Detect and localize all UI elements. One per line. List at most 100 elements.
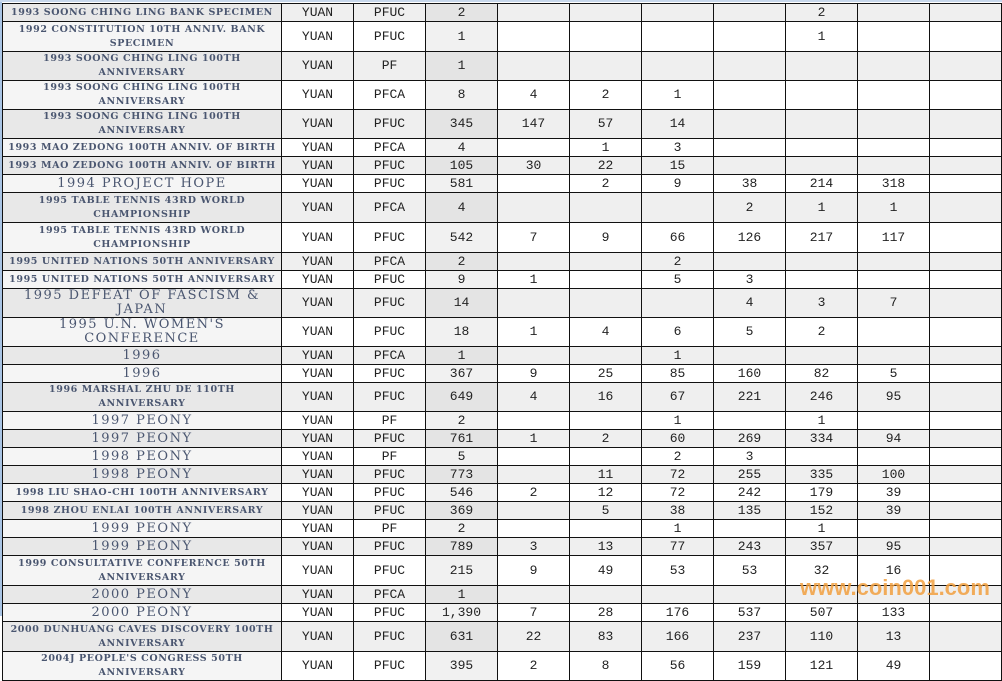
coin-name-cell: 1993 SOONG CHING LING 100TH ANNIVERSARY bbox=[2, 80, 282, 110]
grade-count-cell: 1 bbox=[569, 138, 642, 157]
grade-count-cell: 2 bbox=[713, 192, 786, 223]
grade-count-cell bbox=[641, 51, 714, 81]
coin-name-cell: 2000 PEONY bbox=[2, 585, 282, 604]
grade-count-cell bbox=[929, 288, 1002, 318]
grade-cell: PFCA bbox=[353, 252, 426, 271]
grade-count-cell bbox=[497, 3, 570, 22]
grade-count-cell: 1 bbox=[641, 519, 714, 538]
grade-count-cell bbox=[785, 585, 858, 604]
grade-count-cell bbox=[569, 21, 642, 52]
grade-count-cell bbox=[713, 252, 786, 271]
grade-count-cell: 1 bbox=[641, 346, 714, 365]
table-row: 1999 PEONY YUAN PF 2 1 1 bbox=[2, 519, 1002, 538]
grade-count-cell: 269 bbox=[713, 429, 786, 448]
total-cell: 5 bbox=[425, 447, 498, 466]
grade-count-cell bbox=[929, 252, 1002, 271]
grade-count-cell bbox=[713, 80, 786, 110]
grade-cell: PF bbox=[353, 447, 426, 466]
grade-count-cell: 15 bbox=[641, 156, 714, 175]
grade-count-cell: 82 bbox=[785, 364, 858, 383]
grade-count-cell bbox=[785, 270, 858, 289]
table-row: 1993 SOONG CHING LING 100TH ANNIVERSARY Y… bbox=[2, 80, 1002, 110]
grade-count-cell: 22 bbox=[569, 156, 642, 175]
grade-count-cell: 49 bbox=[857, 651, 930, 681]
grade-count-cell: 1 bbox=[857, 192, 930, 223]
grade-count-cell: 1 bbox=[641, 80, 714, 110]
total-cell: 1 bbox=[425, 21, 498, 52]
grade-count-cell bbox=[569, 346, 642, 365]
table-row: 1997 PEONY YUAN PF 2 1 1 bbox=[2, 411, 1002, 430]
grade-count-cell: 2 bbox=[569, 80, 642, 110]
grade-count-cell bbox=[929, 465, 1002, 484]
grade-count-cell: 11 bbox=[569, 465, 642, 484]
grade-count-cell bbox=[641, 288, 714, 318]
denomination-cell: YUAN bbox=[281, 501, 354, 520]
grade-count-cell bbox=[497, 21, 570, 52]
grade-count-cell: 5 bbox=[569, 501, 642, 520]
total-cell: 18 bbox=[425, 317, 498, 347]
grade-count-cell bbox=[569, 447, 642, 466]
grade-count-cell bbox=[929, 429, 1002, 448]
table-row: 1999 PEONY YUAN PFUC 789 3 13 77 243 357 95 bbox=[2, 537, 1002, 556]
grade-count-cell: 2 bbox=[497, 651, 570, 681]
grade-count-cell: 13 bbox=[857, 621, 930, 652]
grade-count-cell: 4 bbox=[497, 382, 570, 412]
grade-cell: PFCA bbox=[353, 192, 426, 223]
grade-count-cell bbox=[929, 3, 1002, 22]
grade-count-cell: 72 bbox=[641, 483, 714, 502]
total-cell: 2 bbox=[425, 3, 498, 22]
table-row: 2000 PEONY YUAN PFCA 1 bbox=[2, 585, 1002, 604]
grade-count-cell bbox=[785, 80, 858, 110]
denomination-cell: YUAN bbox=[281, 519, 354, 538]
grade-count-cell: 126 bbox=[713, 222, 786, 253]
grade-count-cell bbox=[713, 519, 786, 538]
grade-cell: PFUC bbox=[353, 501, 426, 520]
grade-cell: PFCA bbox=[353, 585, 426, 604]
grade-count-cell: 38 bbox=[713, 174, 786, 193]
grade-count-cell: 9 bbox=[641, 174, 714, 193]
grade-count-cell: 121 bbox=[785, 651, 858, 681]
total-cell: 8 bbox=[425, 80, 498, 110]
grade-count-cell bbox=[641, 192, 714, 223]
grade-count-cell: 507 bbox=[785, 603, 858, 622]
denomination-cell: YUAN bbox=[281, 270, 354, 289]
grade-count-cell: 13 bbox=[569, 537, 642, 556]
grade-count-cell: 83 bbox=[569, 621, 642, 652]
grade-count-cell: 5 bbox=[713, 317, 786, 347]
table-row: 2000 PEONY YUAN PFUC 1,390 7 28 176 537 507 133 bbox=[2, 603, 1002, 622]
table-row: 1995 TABLE TENNIS 43RD WORLD CHAMPIONSHI… bbox=[2, 222, 1002, 253]
grade-count-cell: 242 bbox=[713, 483, 786, 502]
grade-count-cell bbox=[641, 3, 714, 22]
grade-count-cell: 60 bbox=[641, 429, 714, 448]
table-row: 1995 UNITED NATIONS 50TH ANNIVERSARY YUAN… bbox=[2, 252, 1002, 271]
grade-count-cell bbox=[929, 651, 1002, 681]
table-row: 1992 CONSTITUTION 10TH ANNIV. BANK SPECI… bbox=[2, 21, 1002, 52]
grade-count-cell bbox=[857, 51, 930, 81]
grade-count-cell bbox=[497, 346, 570, 365]
coin-name-cell: 1996 bbox=[2, 346, 282, 365]
grade-count-cell: 2 bbox=[569, 429, 642, 448]
grade-count-cell: 237 bbox=[713, 621, 786, 652]
coin-name-cell: 1993 MAO ZEDONG 100TH ANNIV. OF BIRTH bbox=[2, 156, 282, 175]
grade-count-cell: 179 bbox=[785, 483, 858, 502]
denomination-cell: YUAN bbox=[281, 429, 354, 448]
grade-count-cell: 5 bbox=[641, 270, 714, 289]
grade-count-cell: 255 bbox=[713, 465, 786, 484]
grade-count-cell bbox=[569, 288, 642, 318]
grade-count-cell: 2 bbox=[569, 174, 642, 193]
top-border bbox=[0, 0, 1002, 2]
grade-count-cell: 214 bbox=[785, 174, 858, 193]
grade-count-cell: 217 bbox=[785, 222, 858, 253]
denomination-cell: YUAN bbox=[281, 109, 354, 139]
grade-count-cell: 537 bbox=[713, 603, 786, 622]
table-row: 1994 PROJECT HOPE YUAN PFUC 581 2 9 38 214 318 bbox=[2, 174, 1002, 193]
grade-cell: PFUC bbox=[353, 603, 426, 622]
coin-name-cell: 1998 ZHOU ENLAI 100TH ANNIVERSARY bbox=[2, 501, 282, 520]
grade-count-cell: 94 bbox=[857, 429, 930, 448]
total-cell: 105 bbox=[425, 156, 498, 175]
coin-name-cell: 1998 PEONY bbox=[2, 447, 282, 466]
grade-count-cell: 8 bbox=[569, 651, 642, 681]
coin-name-cell: 1993 SOONG CHING LING 100TH ANNIVERSARY bbox=[2, 109, 282, 139]
grade-count-cell bbox=[713, 138, 786, 157]
grade-count-cell bbox=[713, 3, 786, 22]
